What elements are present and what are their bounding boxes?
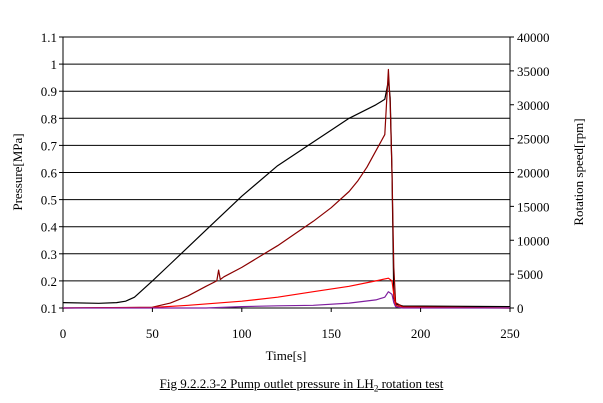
series-layer	[62, 68, 511, 309]
series-line-2	[62, 68, 511, 309]
gridlines	[63, 63, 510, 282]
caption-prefix: Fig 9.2.2.3-2 Pump outlet pressure in LH	[159, 376, 374, 391]
y-left-tick-label: 0.7	[41, 138, 58, 153]
x-tick-label: 250	[500, 326, 520, 341]
y-left-tick-label: 0.9	[41, 84, 57, 99]
x-tick-label: 100	[232, 326, 252, 341]
y-right-tick-label: 25000	[517, 132, 550, 147]
figure-caption: Fig 9.2.2.3-2 Pump outlet pressure in LH…	[0, 376, 603, 394]
y-left-tick-label: 0.8	[41, 111, 57, 126]
x-tick-label: 200	[411, 326, 431, 341]
x-tick-label: 0	[60, 326, 67, 341]
x-tick-label: 50	[146, 326, 159, 341]
y-left-tick-label: 0.2	[41, 274, 57, 289]
x-tick-label: 150	[321, 326, 341, 341]
y-left-tick-label: 0.3	[41, 247, 57, 262]
y-left-tick-label: 1.1	[41, 30, 57, 45]
y-left-tick-label: 0.4	[41, 220, 58, 235]
y-right-tick-label: 10000	[517, 233, 550, 248]
y-left-tick-label: 0.5	[41, 193, 57, 208]
series-line-4	[63, 291, 510, 309]
y-left-tick-label: 0.6	[41, 166, 58, 181]
y-left-axis-title: Pressure[MPa]	[10, 133, 25, 210]
caption-subscript: 2	[373, 383, 379, 394]
y-right-tick-label: 40000	[517, 30, 550, 45]
y-right-tick-label: 20000	[517, 166, 550, 181]
y-right-tick-label: 5000	[517, 267, 543, 282]
x-axis-ticks: 0 50 100 150 200 250	[60, 308, 520, 341]
series-line-1	[62, 80, 511, 308]
x-axis-title: Time[s]	[266, 348, 307, 363]
y-right-tick-label: 30000	[517, 98, 550, 113]
y-left-tick-label: 0.1	[41, 301, 57, 316]
y-right-axis-ticks: 0 5000 10000 15000 20000 25000 30000 35000 40000	[510, 30, 550, 316]
y-left-axis-ticks: 0.1 0.2 0.3 0.4 0.5 0.6 0.7 0.8 0.9 1 1.1	[41, 30, 63, 316]
y-left-tick-label: 1	[51, 57, 58, 72]
y-right-tick-label: 35000	[517, 64, 550, 79]
caption-suffix: rotation test	[378, 376, 444, 391]
y-right-axis-title: Rotation speed[rpm]	[571, 118, 586, 225]
y-right-tick-label: 0	[517, 301, 524, 316]
y-right-tick-label: 15000	[517, 199, 550, 214]
series-line-3	[62, 277, 511, 309]
